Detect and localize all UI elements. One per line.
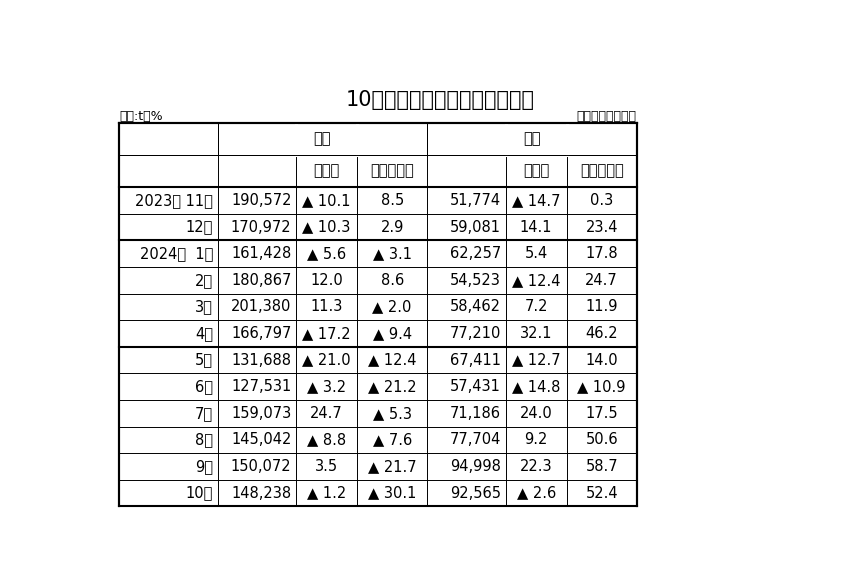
Text: 23.4: 23.4	[585, 219, 618, 234]
Text: 150,072: 150,072	[231, 459, 292, 474]
Text: 92,565: 92,565	[450, 486, 501, 501]
Text: 単位:t，%: 単位:t，%	[119, 111, 163, 123]
Text: ▲ 21.0: ▲ 21.0	[302, 353, 351, 368]
Text: ▲ 3.2: ▲ 3.2	[307, 379, 347, 394]
Text: 148,238: 148,238	[232, 486, 292, 501]
Text: 7月: 7月	[195, 406, 213, 421]
Text: 201,380: 201,380	[231, 299, 292, 314]
Text: 4月: 4月	[195, 326, 213, 341]
Text: ▲ 10.1: ▲ 10.1	[302, 193, 351, 208]
Text: 17.5: 17.5	[585, 406, 618, 421]
Text: 8.6: 8.6	[381, 273, 404, 288]
Text: 5.4: 5.4	[524, 246, 547, 261]
Text: 59,081: 59,081	[450, 219, 501, 234]
Text: 52.4: 52.4	[585, 486, 618, 501]
Text: 10月: 10月	[185, 486, 213, 501]
Text: 8月: 8月	[195, 433, 213, 448]
Text: 9.2: 9.2	[524, 433, 547, 448]
Text: 57,431: 57,431	[450, 379, 501, 394]
Text: ▲ 1.2: ▲ 1.2	[307, 486, 347, 501]
Text: 前年同月比: 前年同月比	[580, 164, 624, 179]
Text: ▲ 14.8: ▲ 14.8	[512, 379, 560, 394]
Text: 12月: 12月	[185, 219, 213, 234]
Text: ▲ 21.2: ▲ 21.2	[368, 379, 416, 394]
Text: 159,073: 159,073	[231, 406, 292, 421]
Text: 67,411: 67,411	[450, 353, 501, 368]
Text: 32.1: 32.1	[520, 326, 553, 341]
Text: ▲ 21.7: ▲ 21.7	[368, 459, 416, 474]
Text: 14.1: 14.1	[520, 219, 553, 234]
Text: 前月比: 前月比	[313, 164, 340, 179]
Text: 58.7: 58.7	[585, 459, 618, 474]
Text: 62,257: 62,257	[450, 246, 501, 261]
Text: 54,523: 54,523	[450, 273, 501, 288]
Text: ▲ 14.7: ▲ 14.7	[512, 193, 560, 208]
Text: ▲ 10.3: ▲ 10.3	[303, 219, 351, 234]
Text: ▲ 5.3: ▲ 5.3	[372, 406, 412, 421]
Text: ▲ 5.6: ▲ 5.6	[307, 246, 347, 261]
Text: 11.3: 11.3	[311, 299, 343, 314]
Text: 58,462: 58,462	[450, 299, 501, 314]
Text: 50.6: 50.6	[585, 433, 618, 448]
Text: ▲ 2.0: ▲ 2.0	[372, 299, 412, 314]
Text: 77,210: 77,210	[450, 326, 501, 341]
Text: 131,688: 131,688	[232, 353, 292, 368]
Text: 51,774: 51,774	[450, 193, 501, 208]
Text: ▲ 30.1: ▲ 30.1	[368, 486, 416, 501]
Text: ▲ 12.7: ▲ 12.7	[512, 353, 560, 368]
Text: 127,531: 127,531	[231, 379, 292, 394]
Text: 17.8: 17.8	[585, 246, 618, 261]
Text: 14.0: 14.0	[585, 353, 618, 368]
Text: ▲ 2.6: ▲ 2.6	[517, 486, 556, 501]
Text: 190,572: 190,572	[231, 193, 292, 208]
Text: ▲ 12.4: ▲ 12.4	[368, 353, 416, 368]
Text: 3月: 3月	[195, 299, 213, 314]
Text: 前月比: 前月比	[523, 164, 549, 179]
Text: 22.3: 22.3	[520, 459, 553, 474]
Text: 輸出: 輸出	[314, 131, 331, 146]
Text: 24.7: 24.7	[585, 273, 618, 288]
Text: 24.7: 24.7	[311, 406, 343, 421]
Text: 輸入: 輸入	[523, 131, 541, 146]
Text: 8.5: 8.5	[381, 193, 404, 208]
Text: 2.9: 2.9	[380, 219, 404, 234]
Text: 46.2: 46.2	[585, 326, 618, 341]
Text: ▲ 12.4: ▲ 12.4	[512, 273, 560, 288]
Text: 145,042: 145,042	[231, 433, 292, 448]
Text: 161,428: 161,428	[231, 246, 292, 261]
Text: 2月: 2月	[195, 273, 213, 288]
Text: 166,797: 166,797	[231, 326, 292, 341]
Text: ▲ 9.4: ▲ 9.4	[372, 326, 412, 341]
Text: 7.2: 7.2	[524, 299, 548, 314]
Text: 12.0: 12.0	[311, 273, 343, 288]
Text: 石油化学工業協会: 石油化学工業協会	[577, 111, 637, 123]
Text: 94,998: 94,998	[450, 459, 501, 474]
Text: ▲ 10.9: ▲ 10.9	[577, 379, 625, 394]
Text: 9月: 9月	[195, 459, 213, 474]
Text: 2023年 11月: 2023年 11月	[135, 193, 213, 208]
Text: 24.0: 24.0	[520, 406, 553, 421]
Text: 10月のエチレン換算輸出入実績: 10月のエチレン換算輸出入実績	[345, 90, 535, 109]
Text: 0.3: 0.3	[590, 193, 613, 208]
Text: 5月: 5月	[195, 353, 213, 368]
Text: 3.5: 3.5	[315, 459, 338, 474]
Text: ▲ 17.2: ▲ 17.2	[302, 326, 351, 341]
Text: 77,704: 77,704	[450, 433, 501, 448]
Text: 71,186: 71,186	[450, 406, 501, 421]
Text: 前年同月比: 前年同月比	[371, 164, 414, 179]
Text: 180,867: 180,867	[231, 273, 292, 288]
Text: 2024年  1月: 2024年 1月	[140, 246, 213, 261]
Text: 11.9: 11.9	[585, 299, 618, 314]
Text: ▲ 8.8: ▲ 8.8	[307, 433, 347, 448]
Text: ▲ 7.6: ▲ 7.6	[372, 433, 412, 448]
Text: 170,972: 170,972	[231, 219, 292, 234]
Text: 6月: 6月	[195, 379, 213, 394]
Text: ▲ 3.1: ▲ 3.1	[372, 246, 412, 261]
